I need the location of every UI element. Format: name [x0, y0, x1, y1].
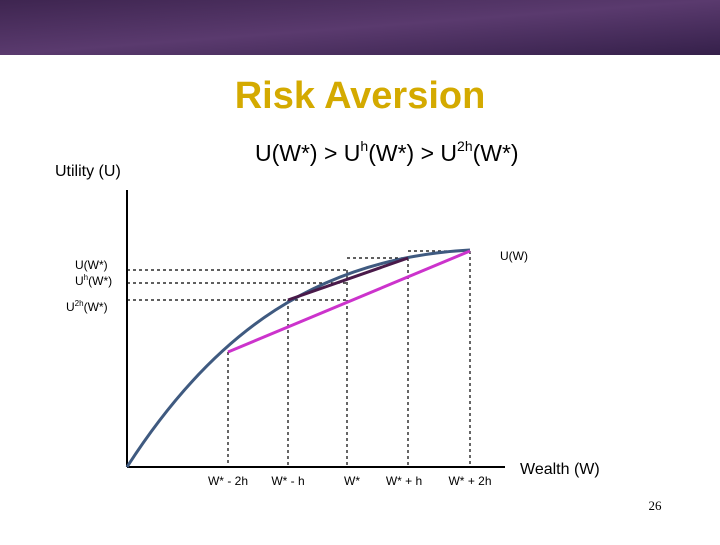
x-label: W* + 2h [448, 474, 491, 488]
x-label: W* + h [386, 474, 422, 488]
chord-h [287, 256, 409, 302]
x-axis-label: Wealth (W) [520, 461, 600, 478]
header-band [0, 0, 720, 55]
y-label: U(W*) [75, 258, 108, 272]
page-number: 26 [649, 498, 663, 513]
x-label: W* - h [271, 474, 304, 488]
y-label: U2h(W*) [66, 299, 108, 314]
curve-label: U(W) [500, 249, 528, 263]
inequality: U(W*) > Uh(W*) > U2h(W*) [255, 138, 519, 166]
x-label: W* [344, 474, 360, 488]
chord-2h [227, 249, 471, 354]
x-label: W* - 2h [208, 474, 248, 488]
y-axis-label: Utility (U) [55, 163, 121, 180]
utility-curve [125, 248, 471, 468]
guides [127, 250, 471, 467]
y-label: Uh(W*) [75, 273, 112, 288]
title: Risk Aversion [235, 75, 486, 117]
